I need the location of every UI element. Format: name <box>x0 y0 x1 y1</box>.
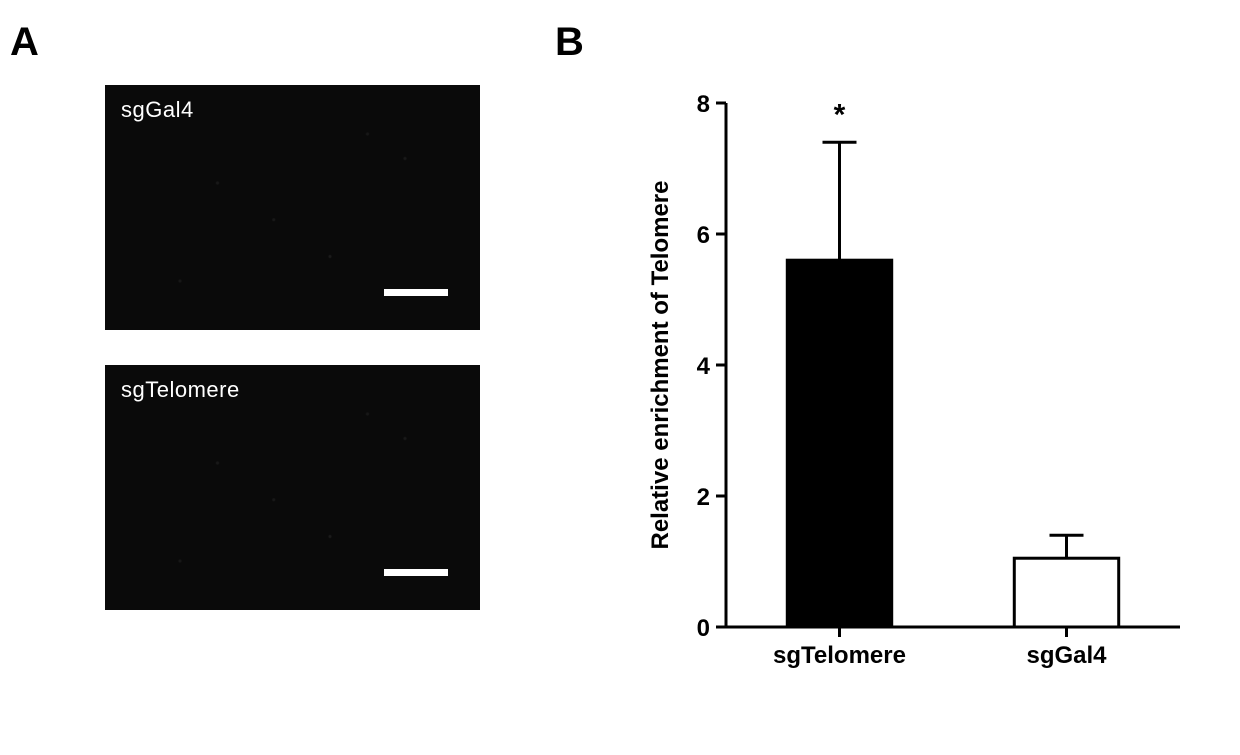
y-tick-label: 6 <box>697 222 710 249</box>
panel-a-label: A <box>10 20 39 65</box>
y-tick-label: 8 <box>697 91 710 118</box>
bar-chart-svg: 0 2 4 6 8 Relative enrichment of Telomere sgTe… <box>640 85 1200 685</box>
bar <box>1014 558 1118 627</box>
y-tick-label: 0 <box>697 615 710 642</box>
scale-bar <box>384 569 448 576</box>
bar <box>787 260 891 627</box>
panel-a-images: sgGal4 sgTelomere <box>105 85 480 645</box>
significance-marker: * <box>834 98 846 131</box>
micrograph-label: sgGal4 <box>121 97 194 123</box>
micrograph-sgtelomere: sgTelomere <box>105 365 480 610</box>
panel-b-chart: 0 2 4 6 8 Relative enrichment of Telomere sgTe… <box>640 85 1200 685</box>
panel-b-label: B <box>555 20 584 65</box>
y-tick-label: 4 <box>697 353 711 380</box>
micrograph-label: sgTelomere <box>121 377 240 403</box>
y-tick-label: 2 <box>697 484 710 511</box>
micrograph-sggal4: sgGal4 <box>105 85 480 330</box>
x-tick-label: sgTelomere <box>773 642 906 669</box>
scale-bar <box>384 289 448 296</box>
y-axis-label: Relative enrichment of Telomere <box>647 181 674 550</box>
x-tick-label: sgGal4 <box>1026 642 1107 669</box>
figure: A B sgGal4 sgTelomere 0 2 4 6 8 Relative enri… <box>0 0 1240 755</box>
